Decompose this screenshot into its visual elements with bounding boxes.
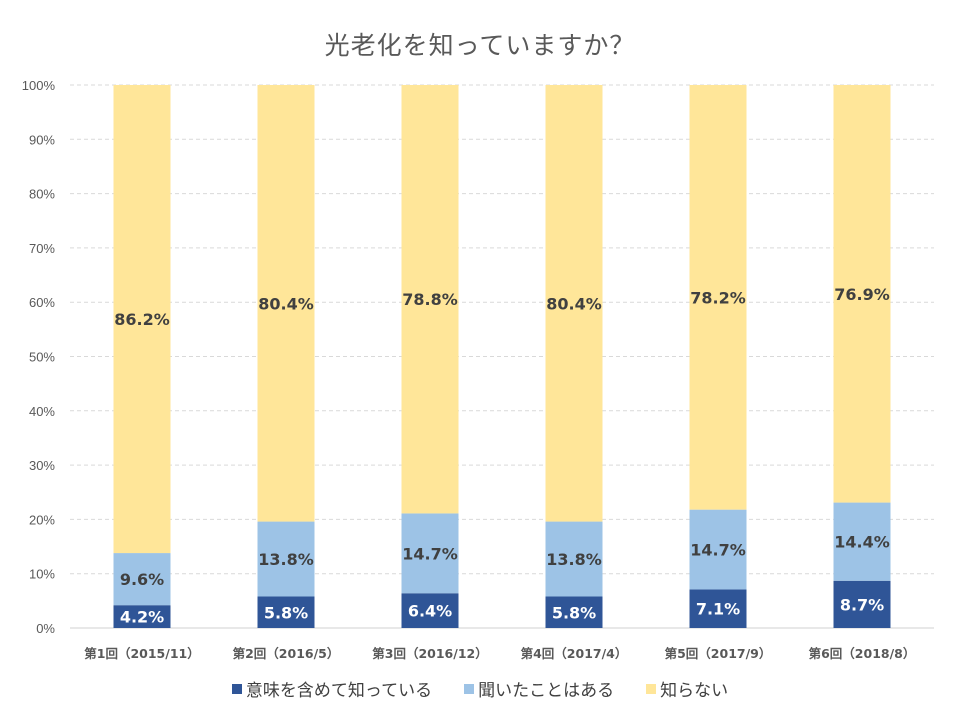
y-tick-label: 100%: [22, 78, 56, 93]
y-tick-label: 0%: [36, 621, 55, 636]
bar-stack: [401, 85, 459, 628]
x-tick-label: 第5回（2017/9）: [665, 646, 772, 661]
data-label: 14.7%: [690, 541, 746, 560]
data-label: 13.8%: [546, 550, 602, 569]
y-tick-label: 70%: [29, 241, 55, 256]
legend-label: 知らない: [660, 681, 729, 701]
bar-segment: [545, 521, 603, 597]
data-label: 4.2%: [120, 608, 164, 627]
x-tick-label: 第3回（2016/12）: [372, 646, 487, 661]
bar-segment: [545, 596, 603, 628]
y-tick-label: 10%: [29, 567, 55, 582]
legend-label: 意味を含めて知っている: [245, 681, 433, 701]
chart-title: 光老化を知っていますか？: [324, 31, 636, 60]
data-label: 13.8%: [258, 550, 314, 569]
data-labels: 4.2% 9.6% 86.2% 5.8% 13.8% 80.4% 6.4% 14.7% 78.8…: [114, 285, 890, 627]
legend-item: 知らない: [646, 676, 728, 701]
legend-label: 聞いたことはある: [478, 681, 615, 701]
bar-segment: [401, 513, 459, 594]
legend-swatch: [464, 684, 475, 694]
data-label: 9.6%: [120, 570, 164, 589]
data-label: 14.4%: [834, 533, 890, 552]
y-tick-label: 30%: [29, 458, 55, 473]
bar-segment: [257, 521, 315, 597]
bar-segment: [833, 580, 891, 628]
bar-stack: [545, 85, 603, 628]
data-label: 5.8%: [264, 603, 308, 622]
bar-segment: [689, 509, 747, 590]
data-label: 78.2%: [690, 288, 746, 307]
data-label: 14.7%: [402, 544, 458, 563]
x-axis-ticks: 第1回（2015/11） 第2回（2016/5） 第3回（2016/12） 第4回（2…: [84, 646, 915, 661]
data-label: 6.4%: [408, 602, 452, 621]
data-label: 80.4%: [258, 294, 314, 313]
y-tick-label: 90%: [29, 132, 55, 147]
x-tick-label: 第6回（2018/8）: [809, 646, 916, 661]
x-tick-label: 第4回（2017/4）: [521, 646, 628, 661]
bar-segment: [689, 85, 747, 510]
y-tick-label: 60%: [29, 295, 55, 310]
data-label: 8.7%: [840, 595, 884, 614]
bar-segment: [257, 85, 315, 522]
bar-segment: [833, 502, 891, 581]
bar-segment: [401, 85, 459, 514]
bar-segment: [401, 593, 459, 628]
data-label: 76.9%: [834, 285, 890, 304]
bar-stack: [257, 85, 315, 628]
bar-stack: [113, 85, 171, 628]
bar-segment: [833, 85, 891, 503]
bar-stack: [833, 85, 891, 628]
legend-item: 意味を含めて知っている: [231, 676, 433, 701]
bars: [113, 85, 891, 628]
data-label: 5.8%: [552, 603, 596, 622]
bar-stack: [689, 85, 747, 628]
data-label: 86.2%: [114, 310, 170, 329]
bar-segment: [545, 85, 603, 522]
y-tick-label: 40%: [29, 404, 55, 419]
bar-segment: [113, 553, 171, 606]
gridlines: [70, 84, 934, 629]
y-axis-ticks: 0% 10% 20% 30% 40% 50% 60% 70% 80% 90% 100%: [22, 78, 56, 636]
x-tick-label: 第1回（2015/11）: [84, 646, 199, 661]
legend-swatch: [231, 684, 242, 694]
data-label: 78.8%: [402, 290, 458, 309]
x-tick-label: 第2回（2016/5）: [233, 646, 340, 661]
y-tick-label: 80%: [29, 187, 55, 202]
legend-item: 聞いたことはある: [464, 676, 614, 701]
data-label: 80.4%: [546, 294, 602, 313]
data-label: 7.1%: [696, 600, 740, 619]
y-tick-label: 20%: [29, 512, 55, 527]
bar-segment: [257, 596, 315, 628]
y-tick-label: 50%: [29, 350, 55, 365]
legend: 意味を含めて知っている 聞いたことはある 知らない: [0, 676, 960, 701]
bar-segment: [113, 85, 171, 554]
bar-segment: [113, 605, 171, 628]
bar-segment: [689, 589, 747, 628]
legend-swatch: [646, 684, 657, 694]
